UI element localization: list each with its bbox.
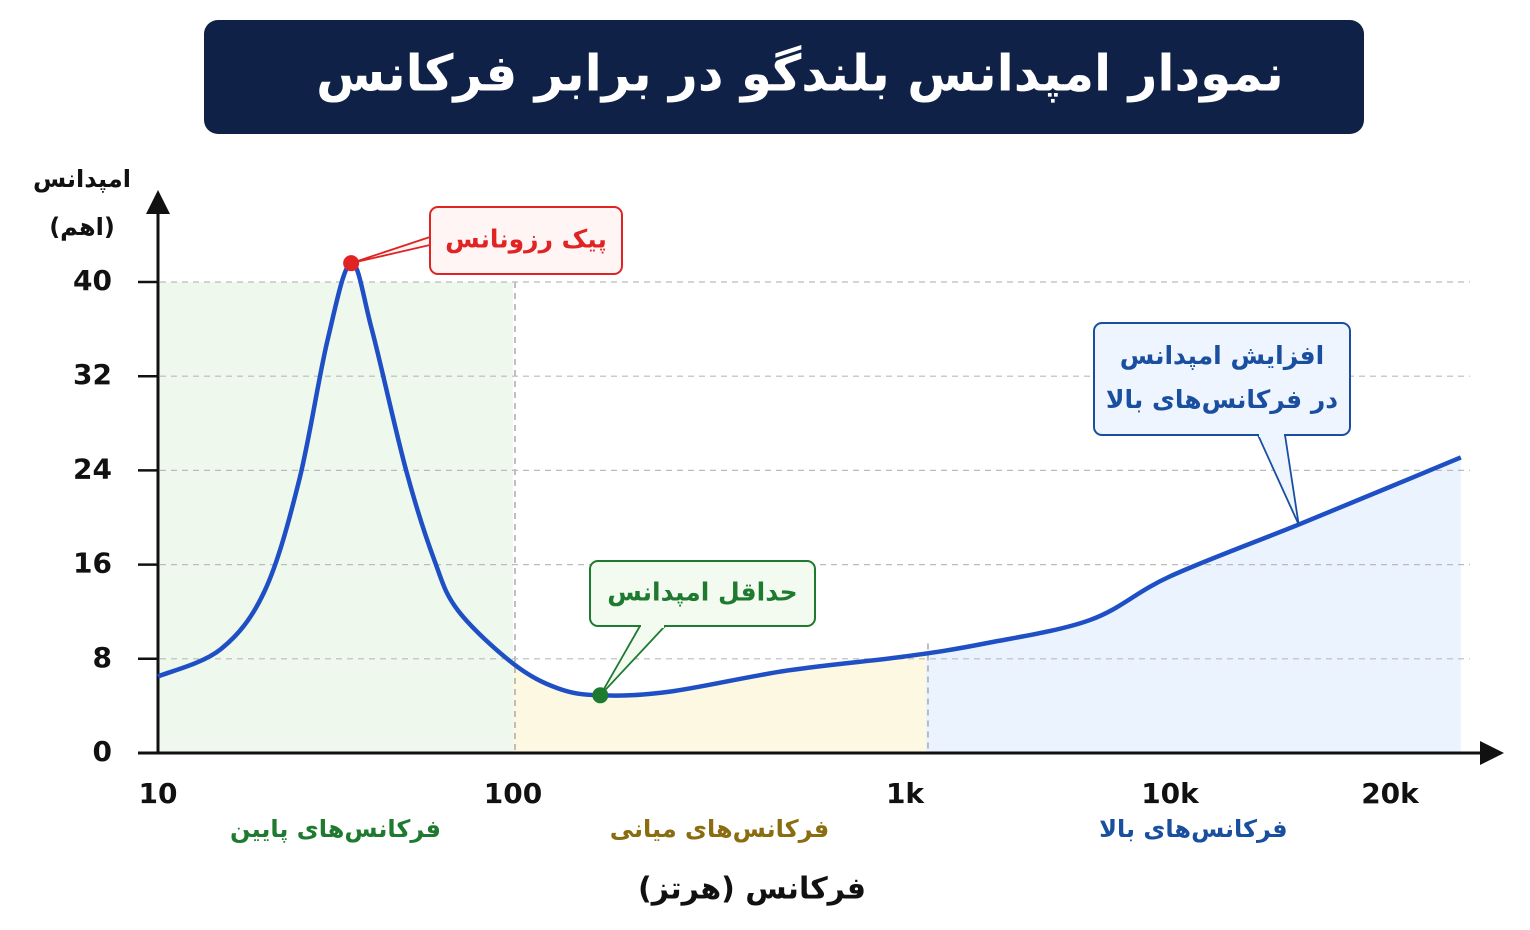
region-label: فرکانس‌های میانی [610, 815, 830, 843]
callout-text: افزایش امپدانس [1120, 341, 1324, 371]
y-axis-label: امپدانس [33, 165, 131, 193]
callout-box [589, 560, 816, 627]
y-tick-label: 40 [73, 264, 112, 297]
callout-seam [431, 233, 444, 244]
x-tick-label: 10 [139, 777, 178, 810]
x-axis-label: فرکانس (هرتز) [638, 872, 866, 907]
region [158, 282, 513, 753]
chart-title: نمودار امپدانس بلندگو در برابر فرکانس [316, 45, 1284, 104]
y-tick-label: 16 [73, 547, 112, 580]
y-tick-label: 0 [93, 735, 112, 768]
x-tick-label: 20k [1361, 777, 1420, 810]
callout-seam [641, 624, 664, 628]
callout-pointer [599, 625, 666, 696]
y-tick-label: 24 [73, 452, 112, 485]
x-axis-arrow [1480, 741, 1504, 765]
annotation-point [343, 255, 360, 272]
callout-seam [1259, 433, 1284, 437]
title-box [204, 20, 1364, 134]
callout-text: پیک رزونانس [445, 225, 607, 255]
callout-box [429, 206, 623, 275]
y-tick-label: 8 [93, 641, 112, 674]
y-axis-label: (اهم) [49, 213, 115, 241]
region-label: فرکانس‌های بالا [1099, 815, 1287, 843]
x-tick-label: 10k [1141, 777, 1200, 810]
callout-box [1093, 322, 1351, 436]
x-tick-label: 1k [886, 777, 925, 810]
impedance-curve [157, 260, 1462, 698]
annotation-point [592, 687, 609, 704]
x-tick-label: 100 [484, 777, 542, 810]
callout-text: در فرکانس‌های بالا [1106, 385, 1338, 415]
callout-text: حداقل امپدانس [607, 578, 797, 607]
y-axis-arrow [146, 190, 170, 214]
y-tick-label: 32 [73, 358, 112, 391]
region-label: فرکانس‌های پایین [230, 815, 441, 843]
callout-pointer [1257, 434, 1300, 525]
